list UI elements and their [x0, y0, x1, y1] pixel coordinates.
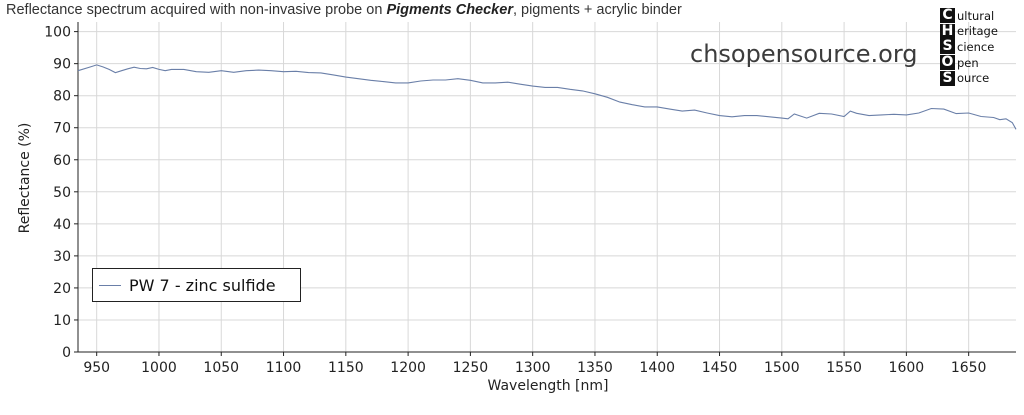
y-tick-label: 50	[53, 185, 71, 201]
x-tick-label: 1250	[453, 360, 489, 376]
legend-label: PW 7 - zinc sulfide	[129, 275, 276, 295]
legend: PW 7 - zinc sulfide	[92, 268, 301, 302]
x-tick-label: 950	[83, 360, 110, 376]
x-tick-label: 1650	[951, 360, 987, 376]
y-tick-label: 30	[53, 249, 71, 265]
x-axis-ticks: 950 1000 1050 1100 1150 1200 1250 1300 1350 1400 1…	[83, 352, 986, 376]
logo-word-rest: ource	[957, 71, 990, 86]
website-watermark: chsopensource.org	[690, 40, 918, 68]
logo-letter: H	[940, 22, 955, 39]
y-axis-ticks: 0 10 20 30 40 50 60 70 80 90 100	[44, 25, 78, 361]
y-tick-label: 0	[62, 345, 71, 361]
x-tick-label: 1200	[390, 360, 426, 376]
y-tick-label: 90	[53, 57, 71, 73]
x-tick-label: 1300	[515, 360, 551, 376]
series-line	[77, 64, 1017, 130]
series-group	[77, 64, 1017, 130]
plot-area	[77, 22, 1016, 353]
x-tick-label: 1350	[577, 360, 613, 376]
x-tick-label: 1500	[764, 360, 800, 376]
x-tick-label: 1050	[203, 360, 239, 376]
logo-word-rest: ultural	[957, 8, 995, 23]
logo-word-rest: cience	[957, 39, 995, 54]
x-tick-label: 1000	[141, 360, 177, 376]
y-tick-label: 20	[53, 281, 71, 297]
x-tick-label: 1100	[266, 360, 302, 376]
logo-letter: C	[940, 8, 955, 24]
x-tick-label: 1400	[639, 360, 675, 376]
y-tick-label: 10	[53, 313, 71, 329]
y-tick-label: 40	[53, 217, 71, 233]
y-tick-label: 100	[44, 25, 71, 41]
y-tick-label: 80	[53, 89, 71, 105]
x-tick-label: 1150	[328, 360, 364, 376]
x-tick-label: 1550	[826, 360, 862, 376]
x-tick-label: 1600	[889, 360, 925, 376]
chart-title-prefix: Reflectance spectrum acquired with non-i…	[6, 2, 387, 18]
logo-word-rest: pen	[957, 55, 979, 70]
logo-word-rest: eritage	[957, 24, 998, 39]
logo-letter: O	[940, 54, 955, 71]
x-axis-label: Wavelength [nm]	[488, 378, 609, 394]
logo-letter: S	[940, 39, 955, 55]
x-tick-label: 1450	[702, 360, 738, 376]
logo-letter: S	[940, 70, 955, 86]
chart-title-suffix: , pigments + acrylic binder	[512, 2, 682, 18]
chart-title: Reflectance spectrum acquired with non-i…	[6, 2, 682, 18]
legend-swatch	[99, 284, 121, 286]
chart-title-emphasis: Pigments Checker	[386, 2, 513, 18]
y-tick-label: 70	[53, 121, 71, 137]
y-tick-label: 60	[53, 153, 71, 169]
y-axis-label: Reflectance (%)	[17, 123, 33, 234]
